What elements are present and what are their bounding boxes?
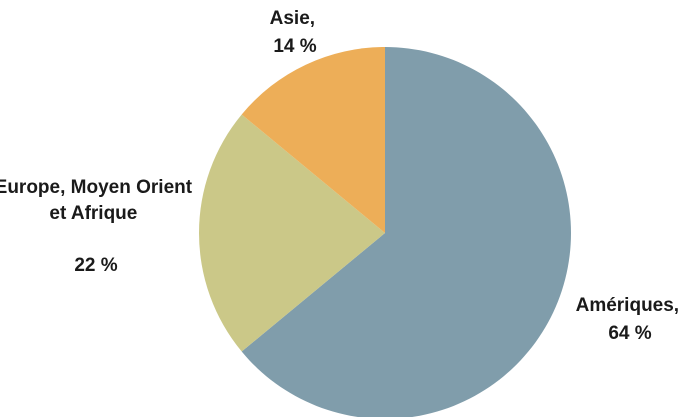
slice-asie	[241, 47, 385, 233]
slice-europe-moyen-orient-afrique	[198, 114, 385, 352]
pie-slices	[198, 47, 571, 417]
slice-ameriques	[241, 47, 571, 417]
slice-labels: Amériques, 64 % Europe, Moyen Orient et …	[0, 8, 685, 344]
label-asie: Asie, 14 %	[270, 8, 321, 57]
label-europe-moyen-orient-afrique: Europe, Moyen Orient et Afrique 22 %	[0, 177, 197, 276]
label-ameriques: Amériques, 64 %	[576, 295, 685, 344]
